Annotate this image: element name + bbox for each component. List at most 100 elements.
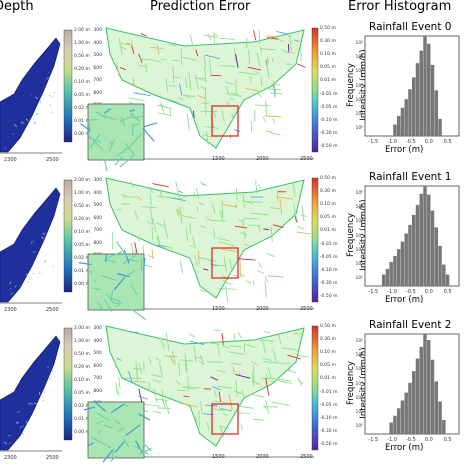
error-map-street: [248, 50, 250, 64]
error-colorbar-tick: -0.10 m: [320, 117, 338, 123]
zoom-inset-street: [96, 412, 110, 421]
histogram-bar: [438, 401, 442, 434]
error-map-street: [222, 279, 229, 284]
error-map-street: [188, 72, 192, 90]
histogram-x-tick: 0.0: [424, 437, 433, 443]
error-map-street: [156, 222, 165, 227]
histogram-y-label: Frequency: [346, 63, 356, 107]
error-map-street: [176, 208, 180, 218]
error-map-street: [140, 33, 147, 37]
error-map-street: [185, 95, 191, 99]
depth-colorbar-tick: 0.05 m: [74, 391, 90, 396]
error-map-street: [213, 32, 216, 45]
error-map-street: [132, 77, 135, 87]
error-map-street: [255, 71, 261, 75]
zoom-inset-street: [109, 140, 113, 147]
error-map-street: [189, 34, 194, 47]
histogram-x-tick: 0.5: [443, 139, 452, 145]
error-map-street: [265, 59, 268, 66]
error-map-street: [252, 418, 265, 421]
histogram-bar: [423, 36, 427, 136]
error-map-street: [193, 345, 197, 362]
map-y-tick: 400: [93, 40, 102, 46]
zoom-inset-street: [131, 309, 146, 321]
error-histogram-column-title: Error Histogram: [348, 0, 452, 14]
depth-street: [42, 399, 45, 402]
error-colorbar: [311, 325, 319, 451]
error-map-street: [155, 398, 169, 401]
zoom-inset-street: [121, 116, 126, 127]
depth-map: [0, 187, 62, 304]
error-map-street: [268, 380, 277, 384]
error-map-street: [114, 363, 117, 369]
depth-street: [32, 250, 37, 254]
error-map-street: [158, 362, 163, 376]
error-map-street: [177, 97, 184, 101]
error-map-street: [166, 196, 183, 200]
zoom-inset-street: [143, 258, 146, 271]
histogram-bar: [438, 118, 442, 136]
error-map-street: [179, 402, 198, 408]
error-colorbar-tick: 0.50 m: [320, 324, 336, 329]
error-map-street: [243, 243, 251, 247]
error-map-street: [162, 397, 166, 410]
error-colorbar-tick: 0.05 m: [320, 215, 336, 221]
event-row: 2300 2500 2.00 m 1.00 m 0.50 m 0.20 m 0.10 m 0.…: [0, 318, 474, 464]
depth-street: [17, 410, 21, 413]
error-map-street: [203, 66, 207, 83]
depth-colorbar-tick: 1.00 m: [74, 339, 90, 344]
error-map-street: [155, 357, 161, 362]
histogram-y-tick: 10⁵: [355, 352, 363, 358]
error-colorbar-tick: -0.05 m: [320, 104, 338, 110]
error-colorbar-tick: -0.10 m: [320, 267, 338, 273]
zoom-inset-street: [114, 441, 125, 453]
error-map-street: [263, 88, 282, 91]
zoom-inset-street: [89, 133, 101, 149]
depth-colorbar-tick: 0.05 m: [74, 243, 90, 248]
zoom-inset-street: [104, 254, 108, 262]
zoom-inset-street: [131, 122, 135, 136]
error-map-street: [192, 235, 196, 249]
map-y-tick: 600: [93, 65, 102, 71]
zoom-inset-street: [135, 440, 144, 454]
error-map-street: [265, 378, 270, 396]
error-map-street: [203, 34, 218, 38]
error-map-street: [241, 389, 245, 397]
depth-street: [52, 390, 55, 392]
depth-colorbar-tick: 0.02 m: [74, 256, 90, 261]
histogram-bar: [381, 274, 386, 286]
error-map-street: [275, 379, 292, 384]
error-map-street: [216, 369, 226, 374]
error-map: [104, 177, 314, 310]
zoom-inset-street: [143, 443, 152, 452]
zoom-inset-street: [101, 114, 117, 121]
error-map-street: [152, 218, 157, 233]
histogram-bar: [393, 255, 397, 286]
error-map-street: [169, 354, 174, 364]
histogram-y-tick: 10⁶: [355, 190, 363, 196]
histogram-bar: [389, 262, 393, 286]
depth-colorbar-tick: 0.20 m: [74, 217, 90, 222]
histogram-bar: [400, 241, 405, 286]
error-colorbar-tick: 0.50 m: [320, 26, 336, 31]
histogram-bar: [434, 90, 439, 136]
error-map-street: [147, 221, 154, 225]
depth-street: [15, 421, 19, 425]
histogram-x-tick: -1.5: [368, 139, 379, 145]
error-map-street: [193, 191, 196, 199]
error-map-street: [185, 227, 189, 242]
depth-street: [39, 100, 41, 103]
error-map-street: [252, 365, 255, 382]
error-map-street: [267, 275, 285, 278]
histogram-y-tick: 10¹: [355, 262, 363, 268]
error-map-street: [272, 401, 290, 406]
histogram-bar: [389, 422, 393, 434]
error-map-street: [174, 76, 181, 79]
zoom-inset-street: [92, 287, 101, 291]
error-colorbar-tick: -0.30 m: [320, 280, 338, 286]
zoom-inset-street: [107, 445, 111, 449]
error-colorbar-tick: -0.05 m: [320, 254, 338, 260]
error-map-street: [137, 196, 143, 201]
depth-street: [16, 438, 19, 441]
error-map-street: [204, 216, 210, 221]
